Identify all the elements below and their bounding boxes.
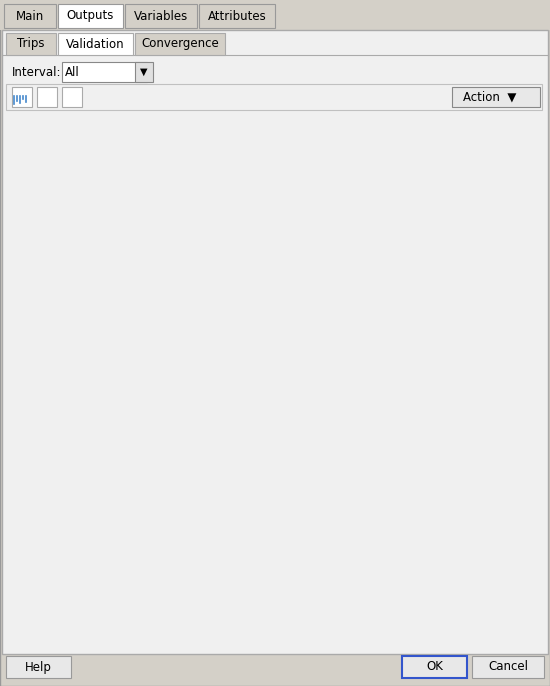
Y-axis label: Adjusted: Adjusted bbox=[32, 333, 45, 396]
Bar bbox=[37, 87, 57, 107]
Text: Interval:: Interval: bbox=[12, 67, 62, 80]
Bar bbox=[402, 656, 467, 678]
Bar bbox=[135, 33, 225, 55]
Text: Action  ▼: Action ▼ bbox=[463, 91, 516, 104]
Text: Validation: Validation bbox=[66, 38, 125, 51]
Text: OK: OK bbox=[427, 661, 443, 674]
Bar bbox=[452, 87, 540, 107]
Bar bbox=[58, 33, 133, 55]
Bar bbox=[62, 62, 147, 82]
Text: Convergence: Convergence bbox=[141, 38, 219, 51]
Text: All: All bbox=[65, 65, 80, 78]
Text: Main: Main bbox=[16, 10, 44, 23]
Bar bbox=[472, 656, 544, 678]
Text: ▼: ▼ bbox=[140, 67, 148, 77]
Bar bbox=[58, 4, 123, 28]
Text: Outputs: Outputs bbox=[67, 10, 114, 23]
Bar bbox=[0, 0, 550, 30]
Bar bbox=[4, 4, 56, 28]
Text: Help: Help bbox=[25, 661, 52, 674]
Bar bbox=[125, 4, 197, 28]
Bar bbox=[6, 33, 56, 55]
Bar bbox=[199, 4, 275, 28]
X-axis label: Detection: Detection bbox=[271, 612, 339, 625]
Bar bbox=[62, 87, 82, 107]
Text: Attributes: Attributes bbox=[208, 10, 266, 23]
Text: Variables: Variables bbox=[134, 10, 188, 23]
Bar bbox=[6, 84, 542, 110]
Text: Trips: Trips bbox=[17, 38, 45, 51]
Legend: Detection, Adjusted: Detection, Adjusted bbox=[230, 657, 380, 676]
Bar bbox=[6, 656, 71, 678]
Bar bbox=[135, 62, 153, 82]
Bar bbox=[12, 87, 32, 107]
Text: Cancel: Cancel bbox=[488, 661, 528, 674]
